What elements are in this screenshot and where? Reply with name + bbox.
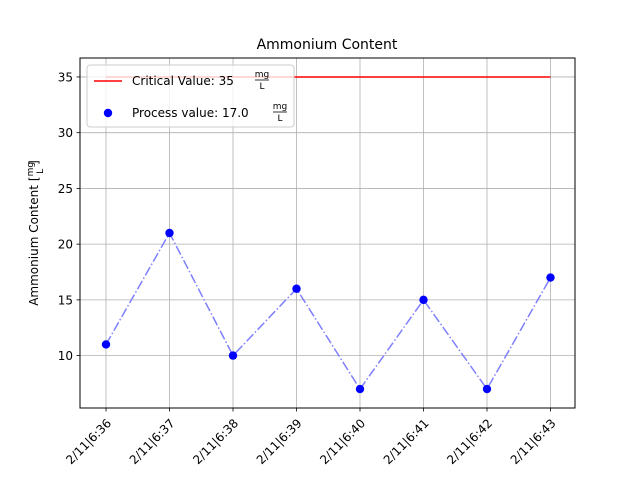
process-value-point <box>228 351 238 360</box>
y-tick-label: 15 <box>58 293 73 307</box>
svg-text:Ammonium Content[mgL]: Ammonium Content[mgL] <box>26 160 46 306</box>
legend-critical-label: Critical Value: 35 <box>132 74 234 88</box>
y-tick-label: 30 <box>58 126 73 140</box>
legend-process-marker <box>103 108 113 118</box>
y-axis-ticks: 10 15 20 25 30 35 <box>58 70 80 363</box>
chart-title: Ammonium Content <box>257 37 398 53</box>
process-value-point <box>165 228 174 238</box>
legend-box <box>86 64 295 128</box>
y-unit-numerator: mg <box>26 162 36 176</box>
process-value-point <box>482 384 492 394</box>
process-value-point <box>546 273 555 282</box>
data-points <box>101 228 555 394</box>
legend-process-label: Process value: 17.0 <box>132 106 249 120</box>
process-value-line <box>105 231 552 391</box>
process-value-point <box>355 384 365 394</box>
legend-process-unit-den: L <box>277 114 282 124</box>
legend: Critical Value: 35 mg L Process value: 1… <box>86 64 295 128</box>
process-value-point <box>292 284 301 293</box>
y-tick-label: 35 <box>58 70 73 84</box>
legend-critical-unit-den: L <box>259 82 264 92</box>
legend-process-unit-num: mg <box>273 102 287 112</box>
plot-frame <box>79 57 576 409</box>
process-value-point <box>101 340 111 349</box>
process-value-point <box>419 295 428 305</box>
y-tick-label: 20 <box>58 238 73 252</box>
y-tick-label: 25 <box>58 182 73 196</box>
y-axis-title: Ammonium Content[mgL] <box>26 160 46 306</box>
y-tick-label: 10 <box>58 349 73 363</box>
legend-critical-unit-num: mg <box>255 70 269 80</box>
y-unit-denominator: L <box>36 169 46 174</box>
y-axis-label: Ammonium Content <box>27 185 41 306</box>
